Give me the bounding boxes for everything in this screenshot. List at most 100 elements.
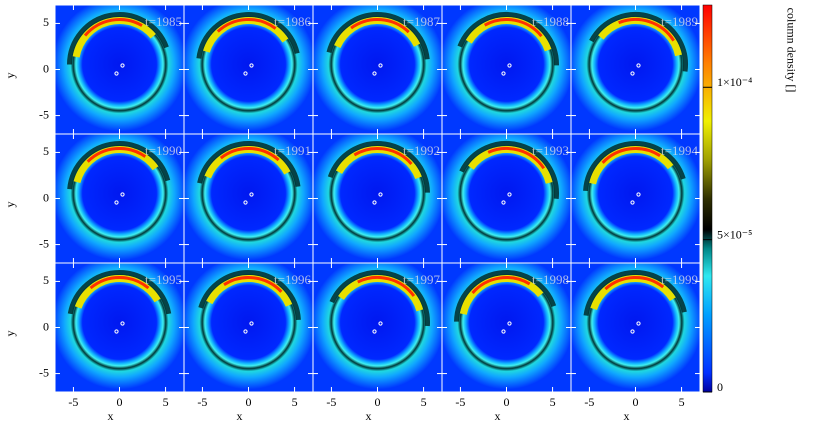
density-image bbox=[184, 5, 313, 134]
star bbox=[636, 321, 641, 326]
y-tick-label: -5 bbox=[39, 236, 49, 250]
x-axis-label: x bbox=[108, 409, 114, 423]
x-tick-label: -5 bbox=[68, 395, 78, 409]
ring-arc-hot bbox=[89, 276, 150, 290]
ring-arc-hot bbox=[83, 18, 143, 37]
x-tick-label: 5 bbox=[292, 395, 298, 409]
time-label: t=1994 bbox=[661, 143, 698, 158]
x-axis-label: x bbox=[624, 409, 630, 423]
star bbox=[501, 329, 506, 334]
density-image bbox=[55, 263, 184, 392]
ring-arc-hot bbox=[350, 18, 410, 34]
ring-shadow bbox=[327, 141, 430, 193]
ring-arc-hot bbox=[219, 147, 280, 162]
ring-shadow bbox=[67, 270, 172, 315]
y-tick-label: 0 bbox=[43, 190, 49, 204]
x-tick-label: -5 bbox=[197, 395, 207, 409]
time-label: t=1988 bbox=[532, 14, 569, 29]
star bbox=[507, 63, 512, 68]
star bbox=[501, 71, 506, 76]
ring-arc-hot bbox=[618, 18, 675, 42]
ring-shadow bbox=[583, 141, 686, 192]
star bbox=[630, 329, 635, 334]
colorbar-label: column density [] bbox=[784, 8, 798, 93]
star bbox=[120, 192, 125, 197]
time-label: t=1998 bbox=[532, 272, 569, 287]
ring-shadow bbox=[67, 12, 169, 65]
x-tick-label: 0 bbox=[633, 395, 639, 409]
star bbox=[507, 321, 512, 326]
density-image bbox=[442, 263, 571, 392]
y-tick-label: 5 bbox=[43, 15, 49, 29]
density-image bbox=[571, 134, 700, 263]
time-label: t=1995 bbox=[145, 272, 182, 287]
star bbox=[249, 63, 254, 68]
ring-shadow bbox=[459, 141, 559, 199]
star bbox=[372, 200, 377, 205]
ring-shadow bbox=[326, 12, 430, 60]
star bbox=[249, 192, 254, 197]
ring-shadow bbox=[583, 270, 687, 316]
time-label: t=1990 bbox=[145, 143, 182, 158]
ring-shadow bbox=[457, 12, 559, 66]
ring-shadow bbox=[589, 12, 688, 72]
x-tick-label: 5 bbox=[163, 395, 169, 409]
y-tick-label: 5 bbox=[43, 273, 49, 287]
density-image bbox=[313, 263, 442, 392]
ring-shadow bbox=[197, 141, 301, 187]
ring-shadow bbox=[198, 270, 301, 321]
density-image bbox=[571, 263, 700, 392]
x-tick-label: -5 bbox=[455, 395, 465, 409]
time-label: t=1991 bbox=[274, 143, 311, 158]
star bbox=[120, 321, 125, 326]
y-axis-label: y bbox=[3, 202, 17, 208]
ring-shadow bbox=[67, 141, 171, 190]
star bbox=[120, 63, 125, 68]
star bbox=[114, 71, 119, 76]
x-tick-label: 5 bbox=[679, 395, 685, 409]
y-axis-label: y bbox=[3, 331, 17, 337]
x-axis-label: x bbox=[237, 409, 243, 423]
density-image bbox=[184, 134, 313, 263]
star bbox=[378, 192, 383, 197]
density-image bbox=[442, 134, 571, 263]
star bbox=[501, 200, 506, 205]
x-tick-label: -5 bbox=[584, 395, 594, 409]
x-tick-label: 0 bbox=[117, 395, 123, 409]
star bbox=[243, 329, 248, 334]
time-label: t=1999 bbox=[661, 272, 698, 287]
star bbox=[114, 329, 119, 334]
star bbox=[630, 200, 635, 205]
time-label: t=1987 bbox=[403, 14, 440, 29]
x-axis-label: x bbox=[366, 409, 372, 423]
time-label: t=1989 bbox=[661, 14, 698, 29]
star bbox=[243, 71, 248, 76]
y-tick-label: 0 bbox=[43, 319, 49, 333]
time-label: t=1996 bbox=[274, 272, 311, 287]
x-tick-label: -5 bbox=[326, 395, 336, 409]
star bbox=[249, 321, 254, 326]
star bbox=[372, 329, 377, 334]
ring-arc-hot bbox=[487, 147, 546, 170]
colorbar-tick-label: 1×10⁻⁴ bbox=[717, 75, 752, 89]
ring-shadow bbox=[454, 270, 557, 322]
y-tick-label: 5 bbox=[43, 144, 49, 158]
y-tick-label: 0 bbox=[43, 61, 49, 75]
x-tick-label: 0 bbox=[375, 395, 381, 409]
time-label: t=1992 bbox=[403, 143, 440, 158]
x-tick-label: 5 bbox=[421, 395, 427, 409]
x-axis-label: x bbox=[495, 409, 501, 423]
y-tick-label: -5 bbox=[39, 365, 49, 379]
time-label: t=1986 bbox=[274, 14, 311, 29]
density-image bbox=[442, 5, 571, 134]
density-image bbox=[313, 5, 442, 134]
star bbox=[636, 63, 641, 68]
density-image bbox=[55, 5, 184, 134]
time-label: t=1985 bbox=[145, 14, 182, 29]
star bbox=[114, 200, 119, 205]
y-tick-label: -5 bbox=[39, 107, 49, 121]
density-image bbox=[571, 5, 700, 134]
x-tick-label: 0 bbox=[504, 395, 510, 409]
density-image bbox=[184, 263, 313, 392]
